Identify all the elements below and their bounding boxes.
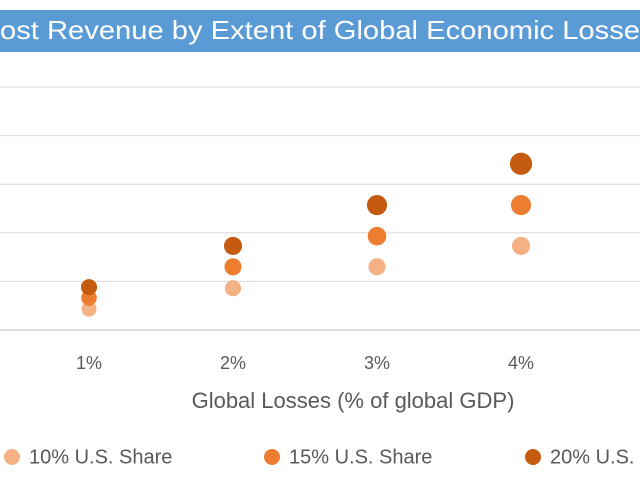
- point: [224, 280, 242, 297]
- chart-title: ost Revenue by Extent of Global Economic…: [0, 15, 640, 45]
- point: [510, 195, 532, 216]
- legend-marker: [264, 449, 280, 465]
- point: [511, 236, 531, 255]
- legend-marker: [525, 449, 541, 465]
- legend-label: 10% U.S. Share: [29, 446, 172, 468]
- point: [80, 279, 98, 296]
- x-tick-label: 2%: [220, 353, 246, 373]
- point: [223, 236, 243, 255]
- x-axis-label: Global Losses (% of global GDP): [192, 388, 515, 413]
- x-tick-label: 4%: [508, 353, 534, 373]
- legend-marker: [4, 449, 20, 465]
- title-bar: [0, 10, 640, 52]
- legend-label: 15% U.S. Share: [289, 446, 432, 468]
- legend-label: 20% U.S.: [550, 446, 634, 468]
- point: [368, 258, 386, 276]
- point: [509, 152, 533, 175]
- point: [81, 301, 97, 317]
- x-tick-label: 3%: [364, 353, 390, 373]
- point: [367, 226, 387, 246]
- point: [224, 258, 242, 276]
- point: [366, 195, 388, 216]
- x-tick-label: 1%: [76, 353, 102, 373]
